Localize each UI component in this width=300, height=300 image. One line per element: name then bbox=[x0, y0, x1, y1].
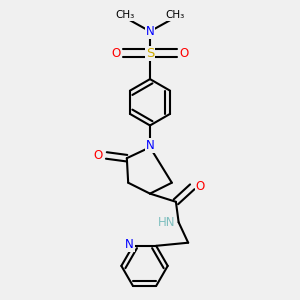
Text: O: O bbox=[111, 47, 121, 60]
Text: N: N bbox=[146, 140, 154, 152]
Text: O: O bbox=[179, 47, 189, 60]
Text: O: O bbox=[196, 180, 205, 193]
Text: N: N bbox=[125, 238, 134, 251]
Text: O: O bbox=[94, 149, 103, 162]
Text: S: S bbox=[146, 47, 154, 60]
Text: N: N bbox=[146, 25, 154, 38]
Text: CH₃: CH₃ bbox=[116, 10, 135, 20]
Text: HN: HN bbox=[158, 216, 175, 229]
Text: CH₃: CH₃ bbox=[165, 10, 184, 20]
